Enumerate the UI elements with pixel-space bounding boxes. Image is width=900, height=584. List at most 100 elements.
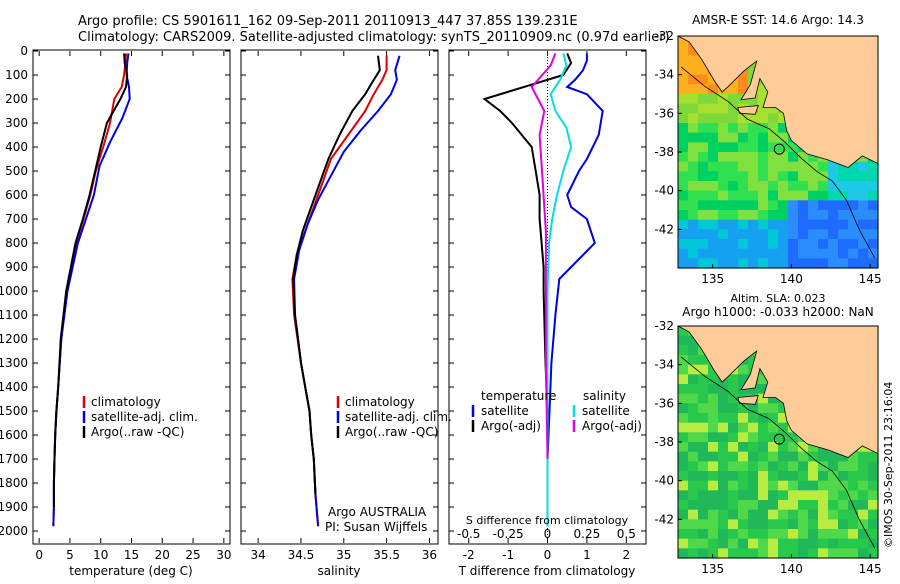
map-cell: [848, 490, 859, 501]
map-cell: [858, 219, 869, 230]
map-cell: [858, 529, 869, 540]
map-cell: [768, 210, 779, 221]
map-cell: [848, 461, 859, 472]
map-cell: [808, 519, 819, 530]
map-cell: [688, 490, 699, 501]
map-cell: [848, 548, 859, 559]
difference-legend-temperature-satellite: satellite: [481, 404, 529, 418]
map-cell: [818, 471, 829, 482]
top-x-tick-label: 0.5: [617, 527, 636, 541]
map-cell: [758, 132, 769, 143]
map-cell: [808, 190, 819, 201]
map-cell: [738, 500, 749, 511]
x-tick-label: 10: [93, 548, 108, 562]
map-cell: [698, 94, 709, 105]
map-cell: [688, 229, 699, 240]
map-cell: [828, 239, 839, 250]
map-cell: [838, 200, 849, 211]
map-cell: [718, 548, 729, 559]
map-cell: [818, 219, 829, 230]
map-cell: [678, 432, 689, 443]
map-cell: [708, 94, 719, 105]
map-cell: [678, 442, 689, 453]
map-cell: [728, 374, 739, 385]
map-cell: [818, 509, 829, 520]
map-cell: [838, 171, 849, 182]
map-cell: [768, 258, 779, 269]
map-cell: [768, 103, 779, 114]
map-cell: [708, 500, 719, 511]
map-cell: [728, 403, 739, 414]
map-cell: [778, 229, 789, 240]
x-tick-label: 34: [250, 548, 265, 562]
map-y-tick-label: -36: [654, 396, 674, 410]
map-cell: [688, 345, 699, 356]
map-cell: [708, 181, 719, 192]
map-cell: [858, 490, 869, 501]
map-cell: [858, 471, 869, 482]
map-cell: [728, 190, 739, 201]
map-cell: [848, 451, 859, 462]
map-cell: [848, 219, 859, 230]
map-cell: [728, 393, 739, 404]
map-cell: [718, 152, 729, 163]
map-cell: [798, 161, 809, 172]
map-y-tick-label: -38: [654, 145, 674, 159]
map-cell: [678, 326, 689, 337]
map-cell: [738, 161, 749, 172]
map-cell: [738, 142, 749, 153]
map-cell: [778, 219, 789, 230]
map-cell: [798, 181, 809, 192]
top-x-tick-label: -0.25: [493, 527, 524, 541]
map-cell: [778, 239, 789, 250]
map-cell: [688, 461, 699, 472]
map-cell: [798, 451, 809, 462]
map-cell: [718, 500, 729, 511]
map-cell: [718, 142, 729, 153]
map-cell: [858, 500, 869, 511]
salinity-annotation-line-2: PI: Susan Wijffels: [325, 520, 427, 534]
x-tick-label: -2: [463, 548, 475, 562]
argo-position-marker: [773, 433, 785, 445]
map-cell: [718, 519, 729, 530]
map-cell: [798, 471, 809, 482]
map-cell: [688, 55, 699, 66]
map-cell: [788, 190, 799, 201]
map-cell: [768, 152, 779, 163]
map-cell: [758, 480, 769, 491]
map-cell: [718, 103, 729, 114]
y-tick-label: 200: [5, 92, 28, 106]
map-cell: [728, 229, 739, 240]
y-tick-label: 100: [5, 68, 28, 82]
map-cell: [858, 181, 869, 192]
map-cell: [788, 171, 799, 182]
x-tick-label: 2: [622, 548, 630, 562]
map-cell: [768, 442, 779, 453]
map-cell: [818, 248, 829, 259]
series-line-0: [291, 55, 388, 527]
map-cell: [698, 422, 709, 433]
map-cell: [868, 171, 879, 182]
map-cell: [708, 393, 719, 404]
map-cell: [708, 74, 719, 85]
map-cell: [798, 152, 809, 163]
map-cell: [728, 132, 739, 143]
map-cell: [758, 461, 769, 472]
temperature-panel-frame: [32, 49, 231, 545]
map-cell: [708, 152, 719, 163]
difference-top-xlabel: S difference from climatology: [466, 514, 629, 527]
map-cell: [868, 529, 879, 540]
title-line-1: Argo profile: CS 5901611_162 09-Sep-2011…: [78, 14, 578, 29]
temperature-chart: 0 5 10 15 20 25 300100200300400500600700800900…: [0, 44, 231, 562]
map-cell: [758, 94, 769, 105]
map-cell: [738, 181, 749, 192]
map-cell: [738, 403, 749, 414]
map-cell: [858, 442, 869, 453]
map-cell: [698, 200, 709, 211]
map-cell: [748, 355, 759, 366]
map-cell: [828, 229, 839, 240]
map-cell: [748, 190, 759, 201]
map-cell: [708, 538, 719, 549]
map-cell: [688, 480, 699, 491]
map-cell: [758, 113, 769, 124]
